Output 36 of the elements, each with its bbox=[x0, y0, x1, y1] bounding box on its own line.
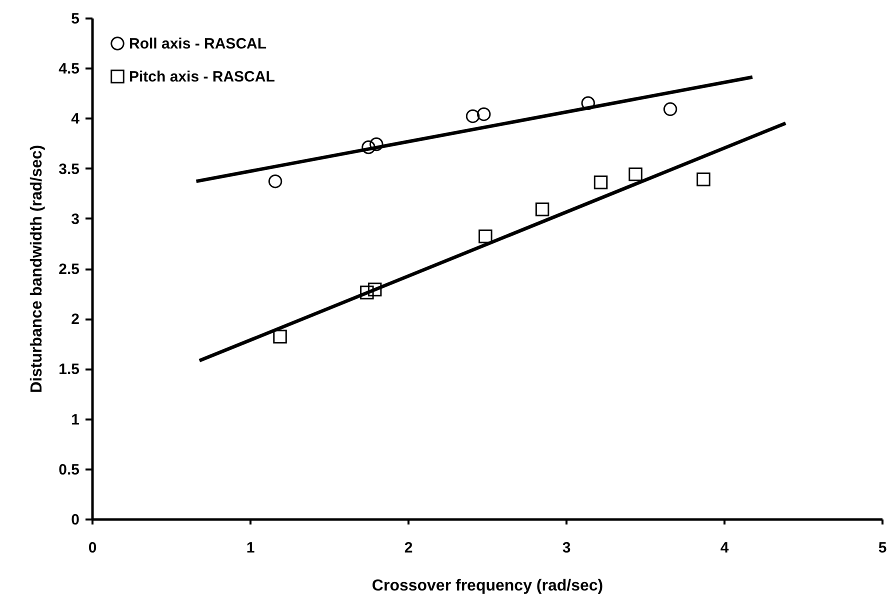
point bbox=[628, 167, 642, 182]
y-tick-label: 0 bbox=[71, 512, 80, 528]
point bbox=[663, 102, 678, 116]
point bbox=[273, 330, 287, 344]
y-tick-label: 5 bbox=[71, 10, 80, 28]
point bbox=[535, 202, 550, 216]
point bbox=[368, 282, 382, 296]
point bbox=[476, 107, 491, 122]
x-axis-title: Crossover frequency (rad/sec) bbox=[372, 578, 604, 594]
y-tick-label: 2.5 bbox=[58, 261, 80, 278]
point bbox=[268, 174, 282, 188]
y-tick-label: 2 bbox=[71, 311, 80, 328]
point bbox=[696, 172, 710, 186]
y-tick-label: 3 bbox=[71, 210, 80, 228]
point bbox=[370, 137, 384, 152]
point bbox=[594, 175, 608, 190]
y-tick-label: 1 bbox=[71, 411, 80, 428]
y-tick-label: 1.5 bbox=[58, 361, 80, 378]
legend-label: Roll axis - RASCAL bbox=[129, 36, 267, 52]
point bbox=[581, 96, 595, 110]
y-axis-title: Disturbance bandwidth (rad/sec) bbox=[28, 144, 46, 394]
y-tick-label: 0.5 bbox=[58, 461, 80, 478]
x-tick-label: 4 bbox=[720, 540, 730, 556]
x-tick-label: 3 bbox=[562, 540, 571, 556]
y-tick-label: 4 bbox=[71, 110, 80, 128]
point bbox=[478, 230, 492, 244]
legend-label: Pitch axis - RASCAL bbox=[129, 68, 275, 86]
y-tick-label: 3.5 bbox=[58, 160, 80, 178]
x-tick-label: 0 bbox=[88, 540, 97, 556]
point bbox=[362, 140, 376, 154]
y-tick-label: 4.5 bbox=[58, 60, 80, 78]
x-tick-label: 1 bbox=[246, 540, 255, 556]
point bbox=[466, 109, 480, 124]
point bbox=[360, 286, 374, 300]
x-tick-label: 5 bbox=[878, 540, 887, 556]
x-tick-label: 2 bbox=[404, 540, 413, 556]
